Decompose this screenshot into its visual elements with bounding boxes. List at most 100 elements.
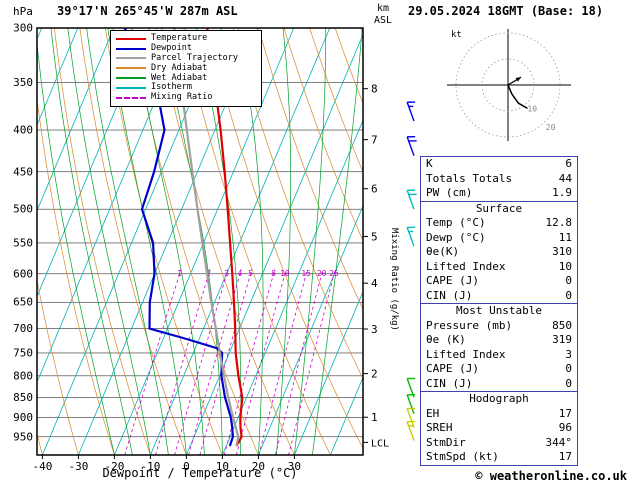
isotherm-line <box>186 33 363 455</box>
panel-row-label: CIN (J) <box>426 376 473 390</box>
wet-adiabat-line <box>50 28 133 455</box>
section-header: Hodograph <box>469 392 529 405</box>
wet-adiabat-line <box>107 28 187 455</box>
panel-row-label: EH <box>426 406 440 420</box>
hodograph-ring-label: 10 <box>527 104 537 113</box>
wet-adiabat-line <box>67 28 151 455</box>
panel-row-label: CIN (J) <box>426 288 473 302</box>
panel-row: CAPE (J) 0 <box>421 362 577 377</box>
section-header: Most Unstable <box>455 304 543 317</box>
wind-barb-shaft <box>406 136 415 156</box>
km-tick-label: 6 <box>371 183 378 196</box>
panel-row: EH 17 <box>421 407 577 422</box>
pressure-tick-label: 650 <box>13 296 33 309</box>
km-tick-label: 2 <box>371 368 378 381</box>
mixing-ratio-value: 25 <box>329 269 339 278</box>
panel-section: K 6 Totals Totals 44 PW (cm) 1.9 <box>420 156 578 202</box>
panel-section-surface: Surface Temp (°C) 12.8 Dewp (°C) 11 θe(K) 310 L… <box>420 200 578 304</box>
panel-row: Dewp (°C) 11 <box>421 231 577 246</box>
legend-swatch-parcel-trajectory <box>116 57 146 60</box>
series-dewpoint <box>123 28 235 447</box>
panel-row: CAPE (J) 0 <box>421 274 577 289</box>
isotherm-line <box>114 28 295 455</box>
mixing-ratio-line <box>288 268 336 455</box>
plot-border <box>36 27 364 456</box>
pressure-tick-label: 550 <box>13 236 33 249</box>
isotherm-line <box>294 290 363 455</box>
altitude-unit-asl-label: ASL <box>374 15 393 26</box>
panel-row-label: Lifted Index <box>426 347 506 361</box>
mixing-ratio-line <box>188 268 242 455</box>
km-tick-label: 1 <box>371 411 378 424</box>
wind-barb-shaft <box>406 102 415 122</box>
axes: 3003504004505005506006507007508008509009… <box>13 22 399 474</box>
series-parcel-trajectory <box>173 28 240 447</box>
mixing-ratio-line <box>124 268 182 455</box>
dry-adiabat-line <box>309 28 363 173</box>
pressure-tick-label: 800 <box>13 369 33 382</box>
panel-row: Temp (°C) 12.8 <box>421 216 577 231</box>
mixing-ratio-axis-label: Mixing Ratio (g/kg) <box>389 228 399 331</box>
panel-row: SREH 96 <box>421 421 577 436</box>
dry-adiabat-line <box>37 278 79 455</box>
km-tick-label: 8 <box>371 83 378 96</box>
pressure-tick-label: 500 <box>13 203 33 216</box>
temp-tick-label: -20 <box>104 460 124 473</box>
panel-row: PW (cm) 1.9 <box>421 186 577 201</box>
panel-row-value: 12.8 <box>545 216 573 229</box>
panel-row: StmDir 344° <box>421 436 577 451</box>
legend-item: Wet Adiabat <box>116 73 256 83</box>
legend-item: Isotherm <box>116 83 256 93</box>
isotherm-line <box>258 204 363 455</box>
panel-row-value: 0 <box>565 274 572 287</box>
wind-barb-shaft <box>406 227 415 247</box>
panel-row-value: 310 <box>552 245 572 258</box>
pressure-tick-label: 700 <box>13 322 33 335</box>
station-title: 39°17'N 265°45'W 287m ASL <box>57 4 238 18</box>
mixing-ratio-value: 20 <box>317 269 327 278</box>
plot-background: 1 2 3 4 5 8 10 15 20 25 <box>37 28 363 455</box>
isotherm-line <box>37 28 79 127</box>
panel-row-value: 44 <box>558 171 572 185</box>
panel-row-value: 96 <box>558 421 572 434</box>
mixing-ratio-line <box>258 268 308 455</box>
panel-row-value: 1.9 <box>552 186 572 199</box>
legend-swatch-temperature <box>116 37 146 40</box>
legend: Temperature Dewpoint Parcel Trajectory Dry … <box>110 30 262 107</box>
panel-row-label: CAPE (J) <box>426 362 479 375</box>
panel-section-hodograph: Hodograph EH 17 SREH 96 StmDir 344° StmSpd (kt)… <box>420 391 578 466</box>
dry-adiabat-line <box>181 28 331 455</box>
wet-adiabat-line <box>37 40 115 455</box>
legend-swatch-wet-adiabat <box>116 77 146 80</box>
dry-adiabat-line <box>104 28 223 455</box>
panel-row-label: CAPE (J) <box>426 274 479 287</box>
x-axis-label: Dewpoint / Temperature (°C) <box>102 466 298 480</box>
panel-row-value: 17 <box>558 450 572 463</box>
dry-adiabat-line <box>232 28 363 380</box>
km-tick-label: 3 <box>371 323 378 336</box>
hodograph-ring <box>455 32 561 138</box>
pressure-tick-label: 950 <box>13 430 33 443</box>
mixing-ratio-line <box>223 268 276 455</box>
pressure-tick-label: 750 <box>13 346 33 359</box>
pressure-tick-label: 850 <box>13 391 33 404</box>
panel-section-most-unstable: Most Unstable Pressure (mb) 850 θe (K) 319 Li… <box>420 303 578 392</box>
panel-row-label: K <box>426 157 433 170</box>
dry-adiabat-line <box>156 28 295 455</box>
panel-row-value: 0 <box>565 376 572 390</box>
section-header: Surface <box>475 201 523 215</box>
pressure-tick-label: 600 <box>13 267 33 280</box>
pressure-tick-label: 400 <box>13 124 33 137</box>
panel-row-value: 11 <box>558 230 572 244</box>
wet-adiabat-line <box>86 28 169 455</box>
wet-adiabat-line <box>237 28 264 455</box>
pressure-tick-label: 900 <box>13 411 33 424</box>
wind-barb-shaft <box>406 421 415 441</box>
panel-row: Pressure (mb) 850 <box>421 319 577 334</box>
panel-row-value: 0 <box>565 288 572 302</box>
legend-item: Dewpoint <box>116 44 256 54</box>
mixing-ratio-value: 15 <box>301 269 311 278</box>
